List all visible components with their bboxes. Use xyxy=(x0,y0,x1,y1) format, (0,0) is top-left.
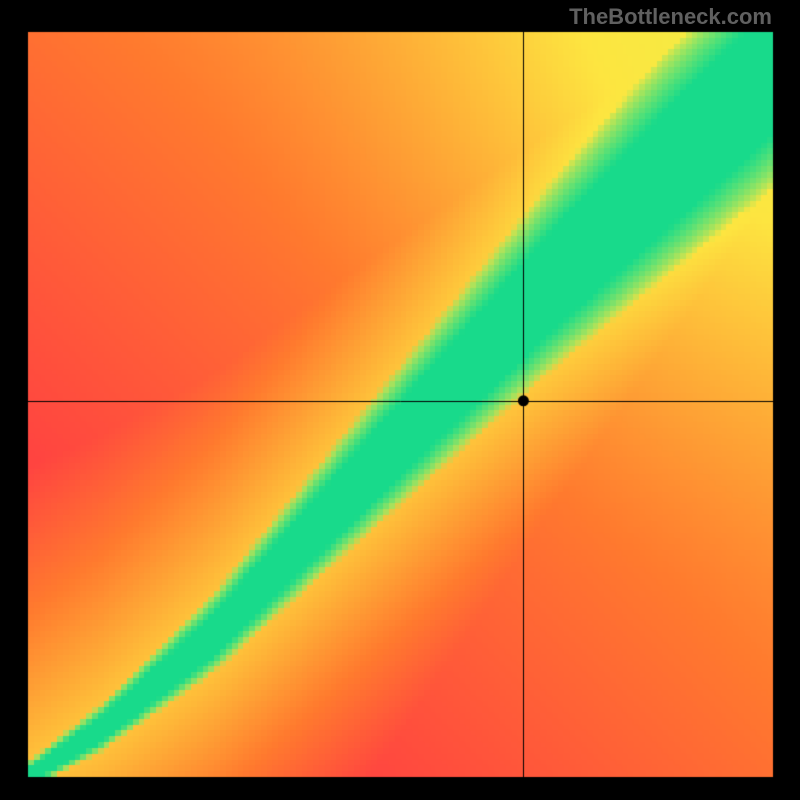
bottleneck-heatmap xyxy=(0,0,800,800)
watermark-text: TheBottleneck.com xyxy=(569,4,772,30)
chart-container: { "watermark": { "text": "TheBottleneck.… xyxy=(0,0,800,800)
